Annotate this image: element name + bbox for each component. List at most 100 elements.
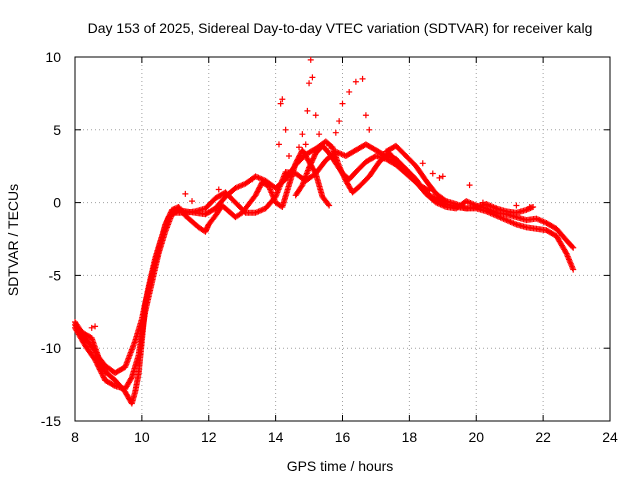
data-point <box>93 359 100 366</box>
data-point <box>441 197 448 204</box>
data-point <box>286 153 292 160</box>
data-point <box>310 155 317 162</box>
data-point <box>100 374 107 381</box>
data-point <box>311 152 318 159</box>
data-point <box>312 112 319 119</box>
data-point <box>332 129 339 136</box>
y-tick-label: -10 <box>41 340 61 356</box>
y-axis-ticks: 10 5 0 -5 -10 -15 <box>41 49 610 429</box>
y-axis-label: SDTVAR / TECUs <box>5 184 21 296</box>
x-tick-label: 22 <box>535 429 551 445</box>
data-point <box>479 199 486 206</box>
data-point <box>366 126 373 133</box>
y-tick-label: 5 <box>53 122 61 138</box>
data-point <box>95 363 102 370</box>
data-point <box>346 88 353 95</box>
data-point <box>97 367 104 374</box>
data-point <box>325 201 332 208</box>
data-point <box>254 188 261 195</box>
plot-frame <box>74 56 611 422</box>
data-point <box>466 182 473 189</box>
data-point <box>277 100 284 107</box>
data-point <box>309 158 316 165</box>
data-point <box>569 243 576 250</box>
data-point <box>298 183 305 190</box>
y-tick-label: 0 <box>53 195 61 211</box>
x-tick-label: 8 <box>71 429 79 445</box>
data-point <box>189 198 196 205</box>
data-point <box>256 184 263 191</box>
data-point <box>362 112 369 119</box>
data-point <box>307 160 314 167</box>
data-point <box>307 56 314 63</box>
data-point <box>306 80 313 87</box>
data-point <box>307 162 314 169</box>
data-point <box>336 118 343 125</box>
data-point <box>352 78 359 85</box>
grid <box>75 57 610 421</box>
data-point <box>436 174 443 181</box>
data-point <box>513 202 520 209</box>
series-track-5 <box>382 142 537 216</box>
y-tick-label: -15 <box>41 413 61 429</box>
data-point <box>562 249 569 256</box>
data-point <box>439 173 446 180</box>
data-point <box>255 187 262 194</box>
x-axis-ticks: 8 10 12 14 16 18 20 22 24 <box>71 57 618 445</box>
data-point <box>326 142 333 149</box>
data-point <box>98 370 105 377</box>
data-point <box>182 190 189 197</box>
data-point <box>253 189 260 196</box>
data-point <box>429 170 436 177</box>
data-point <box>570 244 577 251</box>
y-tick-label: -5 <box>49 267 62 283</box>
data-point <box>493 205 500 212</box>
data-point <box>128 375 135 382</box>
data-point <box>257 183 264 190</box>
data-point <box>99 371 106 378</box>
x-tick-label: 12 <box>201 429 217 445</box>
data-point <box>88 324 95 331</box>
data-marks <box>72 56 577 407</box>
data-point <box>100 373 107 380</box>
data-point <box>326 202 333 209</box>
data-point <box>96 365 103 372</box>
data-point <box>225 190 232 197</box>
data-point <box>96 366 103 373</box>
data-point <box>275 141 282 148</box>
x-tick-label: 14 <box>268 429 284 445</box>
data-point <box>310 154 317 161</box>
data-point <box>170 210 177 217</box>
data-point <box>94 360 101 367</box>
data-point <box>92 323 99 330</box>
data-point <box>306 164 313 171</box>
data-point <box>419 160 426 167</box>
data-point <box>309 74 316 81</box>
data-point <box>339 100 346 107</box>
data-point <box>92 356 99 363</box>
data-point <box>316 131 323 138</box>
data-point <box>98 369 105 376</box>
data-point <box>570 266 577 273</box>
data-point <box>279 96 286 103</box>
series-track-3 <box>72 141 577 376</box>
x-tick-label: 20 <box>468 429 484 445</box>
data-point <box>299 131 306 138</box>
x-axis-label: GPS time / hours <box>287 458 394 474</box>
x-tick-label: 10 <box>134 429 150 445</box>
data-point <box>304 107 311 114</box>
data-point <box>306 163 313 170</box>
data-point <box>309 156 316 163</box>
data-point <box>296 144 303 151</box>
data-point <box>110 382 117 389</box>
data-point <box>249 176 256 183</box>
x-tick-label: 24 <box>602 429 618 445</box>
y-tick-label: 10 <box>45 49 61 65</box>
data-point <box>308 159 315 166</box>
data-point <box>359 75 366 82</box>
data-point <box>253 191 260 198</box>
data-point <box>215 186 222 193</box>
data-point <box>302 141 309 148</box>
x-tick-label: 18 <box>402 429 418 445</box>
